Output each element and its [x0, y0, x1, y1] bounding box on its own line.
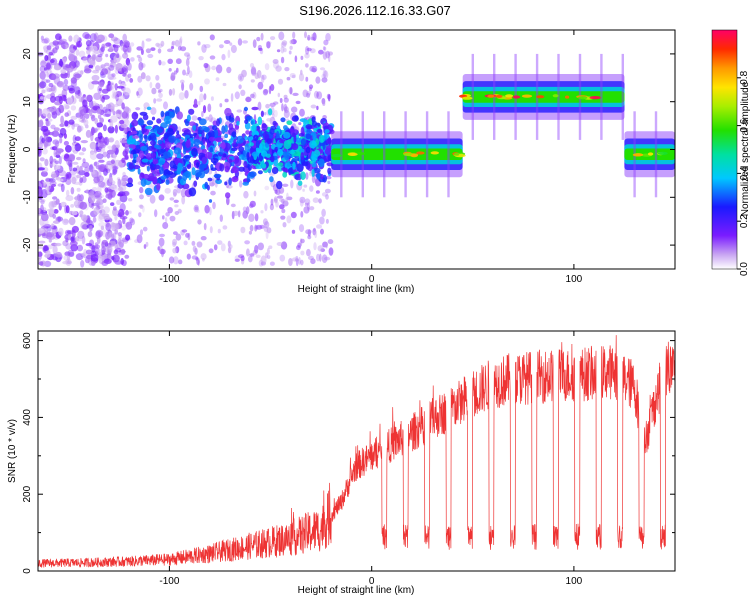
heatmap-segment	[126, 34, 253, 266]
y-tick-label: -10	[22, 190, 33, 205]
colorbar-tick-label: 0.4	[739, 166, 750, 180]
snr-series-line	[38, 335, 675, 568]
heatmap-segment	[247, 31, 335, 267]
y-tick-label: 10	[22, 96, 33, 108]
snr-frame	[37, 330, 676, 572]
heatmap-segment	[331, 111, 466, 198]
spectrogram-y-axis-label: Frequency (Hz)	[7, 115, 18, 184]
snr-panel: -100 0 100 0 200 400 600 Height of straight l…	[7, 330, 676, 596]
colorbar-tick-label: 0.2	[739, 214, 750, 228]
y-tick-label: 600	[22, 332, 33, 349]
y-tick-label: -20	[22, 237, 33, 252]
snr-x-ticks: -100 0 100	[159, 331, 583, 587]
x-tick-label: 0	[369, 274, 375, 285]
y-tick-label: 20	[22, 48, 33, 60]
heatmap-segment	[38, 32, 133, 268]
x-tick-label: -100	[159, 576, 179, 587]
spectrogram-heatmap	[38, 31, 675, 268]
heatmap-segment	[624, 111, 675, 198]
y-tick-label: 0	[22, 146, 33, 152]
y-tick-label: 200	[22, 485, 33, 502]
x-tick-label: 100	[566, 274, 583, 285]
y-tick-label: 400	[22, 409, 33, 426]
x-tick-label: -100	[159, 274, 179, 285]
spectrogram-x-axis-label: Height of straight line (km)	[298, 284, 415, 295]
colorbar: 0.0 0.2 0.4 0.6 0.8 Normalized spectral ampl…	[711, 29, 750, 276]
snr-y-axis-label: SNR (10 * v/v)	[7, 419, 18, 483]
colorbar-label: Normalized spectral amplitude	[740, 81, 750, 216]
chart-title: S196.2026.112.16.33.G07	[299, 3, 451, 18]
y-tick-label: 0	[22, 568, 33, 574]
heatmap-segment	[459, 53, 625, 140]
x-tick-label: 100	[566, 576, 583, 587]
spectrogram-y-ticks: -20 -10 0 10 20	[22, 48, 675, 252]
colorbar-tick-label: 0.0	[739, 262, 750, 276]
snr-y-ticks: 0 200 400 600	[22, 332, 675, 574]
x-tick-label: 0	[369, 576, 375, 587]
snr-x-axis-label: Height of straight line (km)	[298, 585, 415, 596]
spectrogram-x-ticks: -100 0 100	[159, 30, 583, 285]
colorbar-tick-label: 0.8	[739, 70, 750, 84]
colorbar-tick-label: 0.6	[739, 118, 750, 132]
colorbar-ticks: 0.0 0.2 0.4 0.6 0.8	[737, 70, 750, 276]
colorbar-gradient	[711, 29, 738, 270]
